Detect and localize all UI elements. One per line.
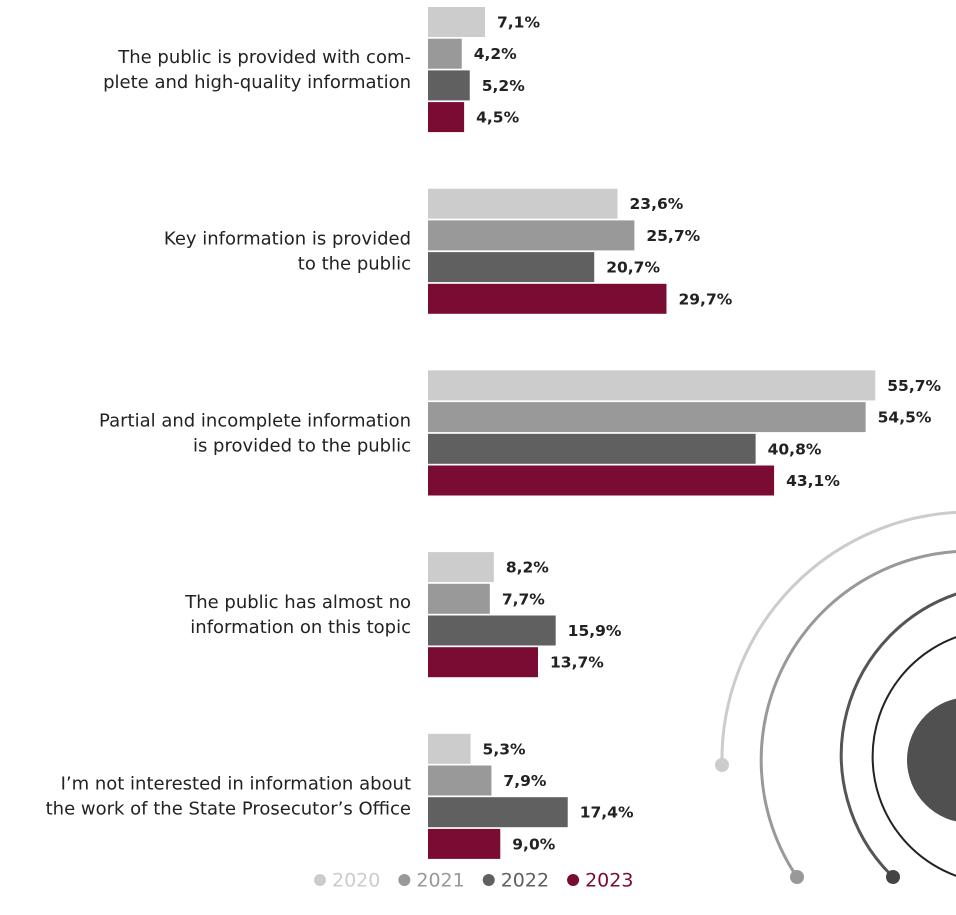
- value-label: 13,7%: [550, 654, 604, 672]
- category-label: the work of the State Prosecutor’s Offic…: [46, 799, 411, 820]
- bar: [428, 615, 556, 646]
- bar: [428, 583, 490, 614]
- value-label: 43,1%: [786, 472, 840, 490]
- value-label: 20,7%: [606, 259, 660, 277]
- bar: [428, 797, 568, 828]
- category-label: information on this topic: [190, 617, 411, 638]
- value-label: 9,0%: [512, 835, 555, 853]
- value-label: 15,9%: [568, 622, 622, 640]
- category-label: to the public: [298, 254, 411, 275]
- bar: [428, 102, 465, 133]
- value-label: 40,8%: [768, 440, 822, 458]
- legend-marker: [398, 874, 411, 886]
- value-label: 17,4%: [580, 804, 634, 822]
- bar: [428, 7, 486, 37]
- category-label: plete and high-quality information: [103, 72, 411, 93]
- category-label: The public has almost no: [184, 592, 411, 613]
- bar: [428, 402, 866, 433]
- category-label: Partial and incomplete information: [99, 410, 411, 431]
- bar: [428, 370, 876, 401]
- value-label: 7,9%: [503, 772, 546, 790]
- bar: [428, 647, 539, 678]
- bar: [428, 552, 494, 583]
- bar: [428, 38, 462, 69]
- value-label: 29,7%: [678, 290, 732, 308]
- legend-label: 2021: [416, 870, 464, 892]
- value-label: 7,7%: [502, 590, 545, 608]
- legend-marker: [482, 874, 495, 886]
- category-label: Key information is provided: [164, 229, 411, 250]
- bar: [428, 765, 492, 796]
- legend-label: 2023: [585, 870, 633, 892]
- value-label: 25,7%: [646, 227, 700, 245]
- bar: [428, 465, 775, 496]
- bar: [428, 283, 667, 314]
- value-label: 4,5%: [476, 109, 519, 127]
- legend-label: 2020: [332, 870, 380, 892]
- bar: [428, 433, 756, 464]
- bar: [428, 70, 470, 101]
- category-label: is provided to the public: [193, 435, 411, 456]
- value-label: 8,2%: [506, 559, 549, 577]
- value-label: 55,7%: [887, 377, 941, 395]
- value-label: 4,2%: [474, 45, 517, 63]
- legend-label: 2022: [501, 870, 549, 892]
- bar: [428, 188, 618, 219]
- bar: [428, 252, 595, 283]
- bar: [428, 733, 471, 764]
- value-label: 23,6%: [630, 195, 684, 213]
- category-label: The public is provided with com-: [117, 47, 411, 68]
- value-label: 54,5%: [878, 409, 932, 427]
- value-label: 5,3%: [483, 740, 526, 758]
- value-label: 5,2%: [482, 77, 525, 95]
- value-label: 7,1%: [497, 14, 540, 32]
- bar: [428, 220, 635, 251]
- bar: [428, 828, 501, 859]
- legend-marker: [314, 874, 326, 886]
- decoration: [715, 510, 956, 884]
- legend-marker: [567, 874, 580, 886]
- category-label: I’m not interested in information about: [61, 774, 411, 795]
